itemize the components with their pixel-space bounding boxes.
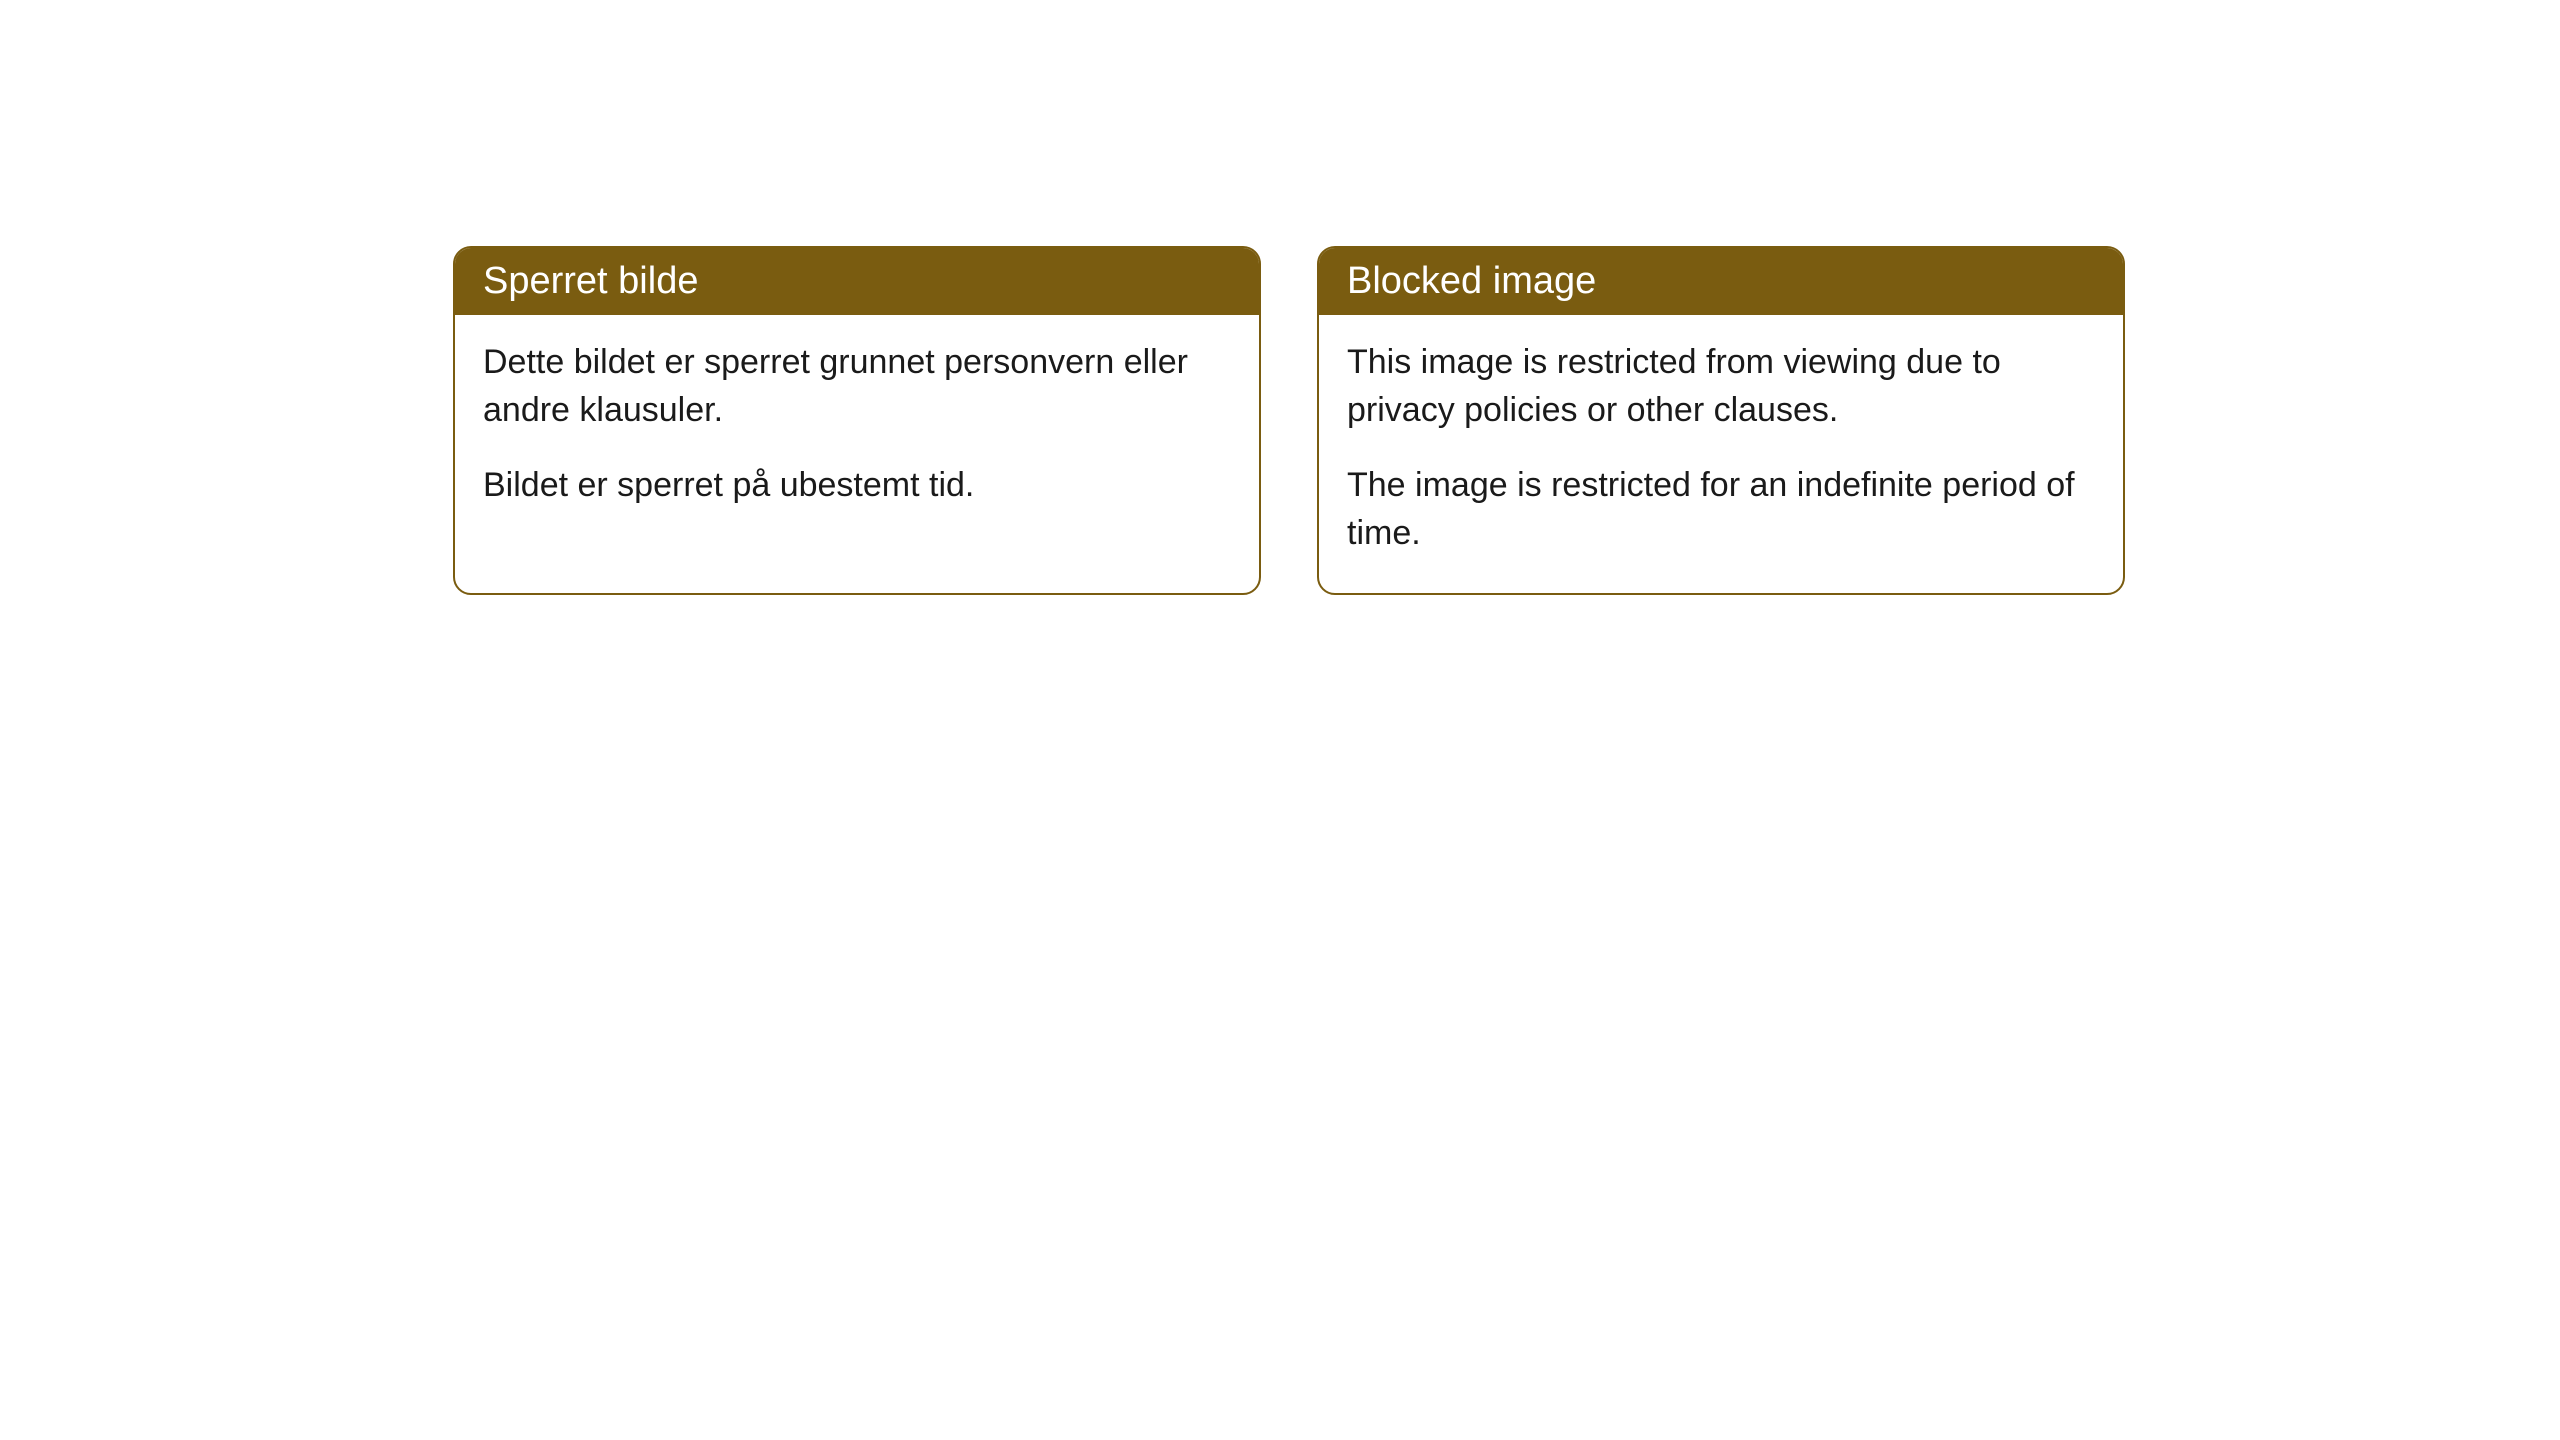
card-paragraph: This image is restricted from viewing du… (1347, 339, 2095, 434)
card-paragraph: The image is restricted for an indefinit… (1347, 462, 2095, 557)
card-body: Dette bildet er sperret grunnet personve… (455, 315, 1259, 546)
cards-container: Sperret bilde Dette bildet er sperret gr… (0, 0, 2560, 595)
card-title: Sperret bilde (455, 248, 1259, 315)
card-paragraph: Bildet er sperret på ubestemt tid. (483, 462, 1231, 510)
blocked-image-card-norwegian: Sperret bilde Dette bildet er sperret gr… (453, 246, 1261, 595)
card-paragraph: Dette bildet er sperret grunnet personve… (483, 339, 1231, 434)
card-body: This image is restricted from viewing du… (1319, 315, 2123, 593)
card-title: Blocked image (1319, 248, 2123, 315)
blocked-image-card-english: Blocked image This image is restricted f… (1317, 246, 2125, 595)
